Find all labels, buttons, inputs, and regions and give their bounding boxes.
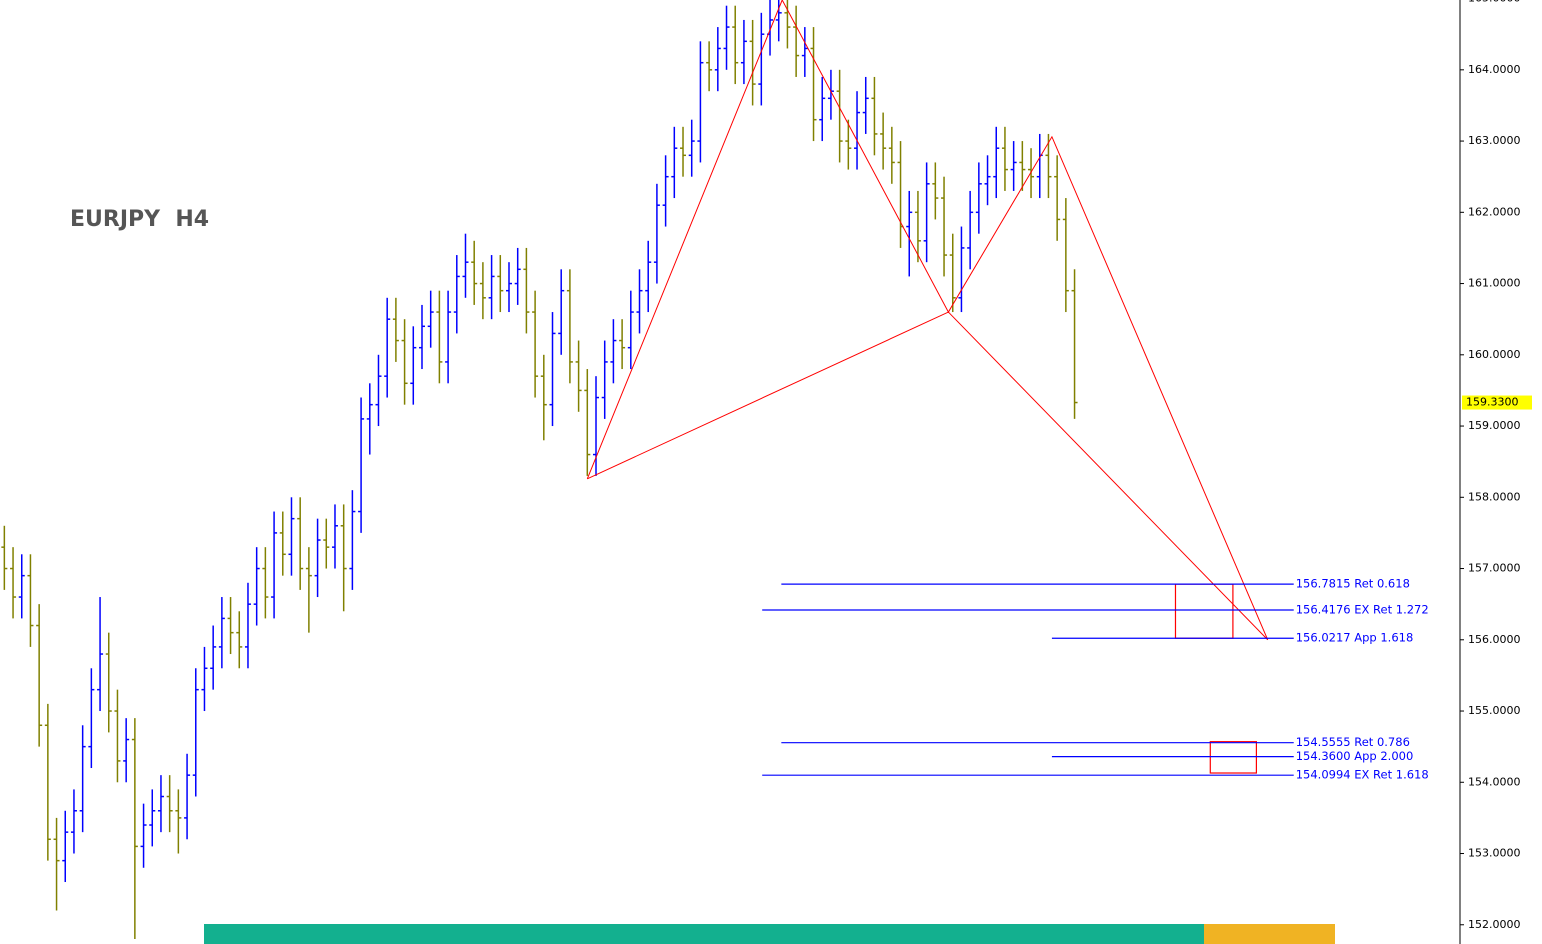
y-tick-label: 156.0000 (1468, 633, 1521, 646)
level-label: 156.7815 Ret 0.618 (1296, 577, 1410, 591)
level-label: 154.5555 Ret 0.786 (1296, 735, 1410, 749)
y-tick-label: 158.0000 (1468, 490, 1521, 503)
level-label: 154.0994 EX Ret 1.618 (1296, 768, 1429, 782)
banner-button[interactable] (1204, 924, 1335, 944)
y-tick-label: 161.0000 (1468, 277, 1521, 290)
y-tick-label: 163.0000 (1468, 134, 1521, 147)
y-tick-label: 159.0000 (1468, 419, 1521, 432)
current-price-box (1462, 395, 1532, 410)
chart-title: EURJPY H4 (70, 207, 209, 232)
bars (1, 0, 1078, 940)
current-price-label: 159.3300 (1466, 396, 1519, 409)
reversal-zone (1209, 741, 1258, 774)
y-tick-label: 153.0000 (1468, 847, 1521, 860)
level-label: 156.4176 EX Ret 1.272 (1296, 603, 1429, 617)
overlay: 156.7815 Ret 0.618 156.4176 EX Ret 1.272 1… (586, 0, 1429, 782)
y-tick-label: 157.0000 (1468, 562, 1521, 575)
harmonic-pattern (587, 311, 1269, 641)
y-tick-label: 154.0000 (1468, 775, 1521, 788)
y-tick-label: 152.0000 (1468, 918, 1521, 931)
level-label: 156.0217 App 1.618 (1296, 631, 1414, 645)
y-tick-label: 160.0000 (1468, 348, 1521, 361)
level-label: 154.3600 App 2.000 (1296, 749, 1414, 763)
y-tick-label: 162.0000 (1468, 205, 1521, 218)
banner (204, 924, 1204, 944)
y-tick-label: 164.0000 (1468, 63, 1521, 76)
y-tick-label: 165.0000 (1468, 0, 1521, 5)
y-tick-label: 155.0000 (1468, 704, 1521, 717)
